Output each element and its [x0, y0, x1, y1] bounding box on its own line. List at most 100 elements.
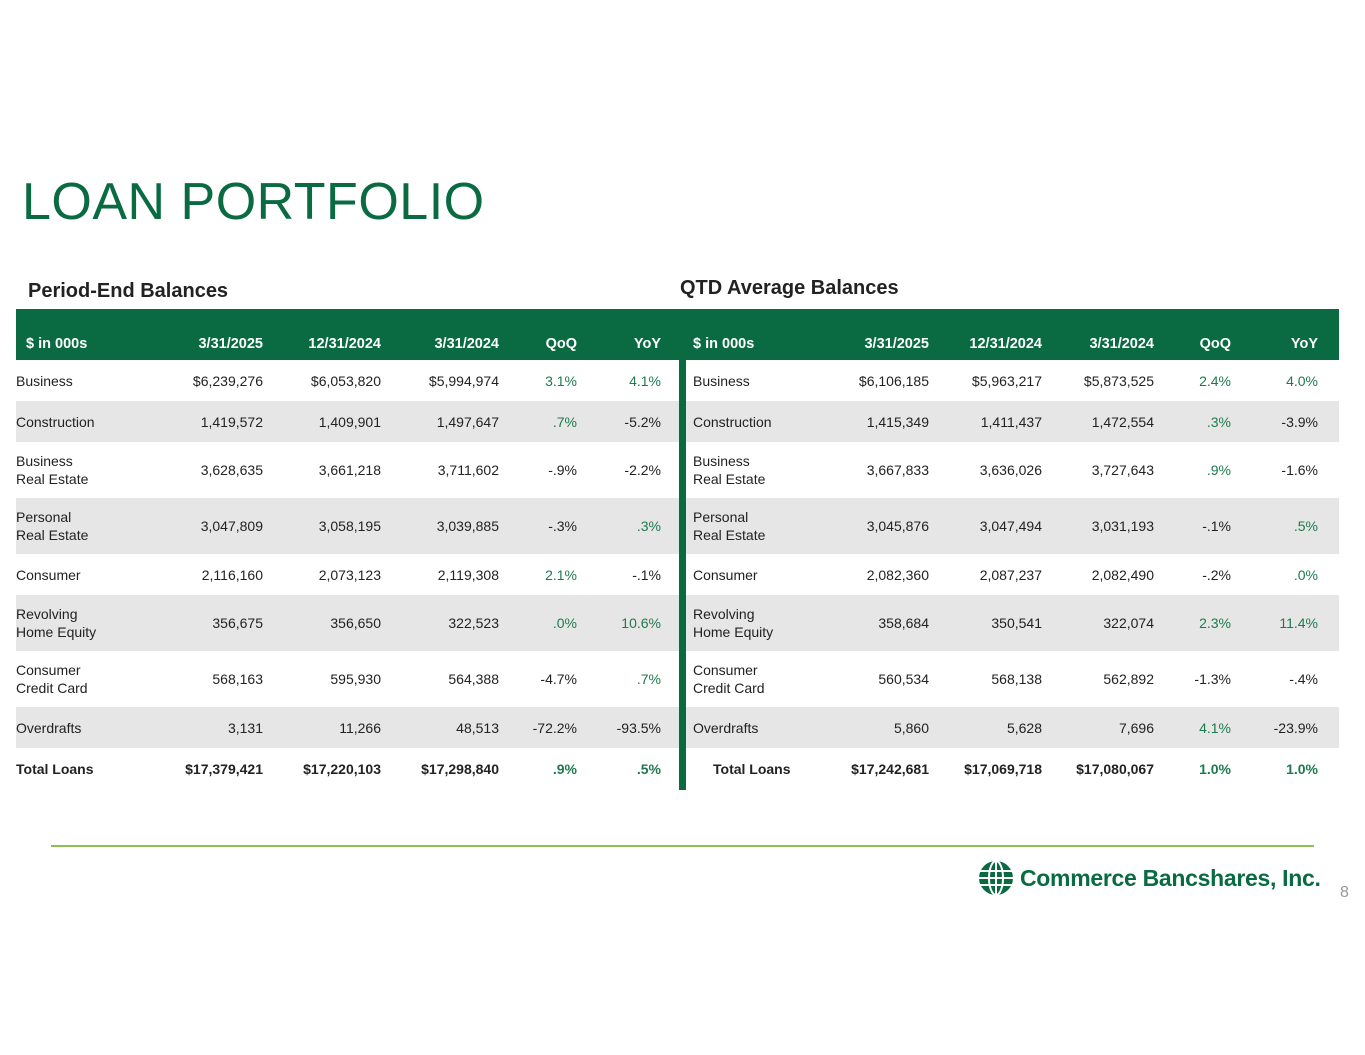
cell-yoy: 11.4% — [1231, 595, 1339, 651]
row-label: Construction — [16, 401, 161, 442]
company-logo: Commerce Bancshares, Inc. — [978, 860, 1321, 896]
period-end-balances-table: $ in 000s 3/31/2025 12/31/2024 3/31/2024… — [16, 327, 679, 789]
table-row: Personal Real Estate 3,047,809 3,058,195 3,0… — [16, 498, 679, 554]
table-header-row: $ in 000s 3/31/2025 12/31/2024 3/31/2024… — [686, 327, 1339, 360]
cell-v2: 350,541 — [929, 595, 1042, 651]
cell-yoy: .7% — [636, 671, 661, 687]
row-label-line: Consumer — [16, 662, 81, 678]
table-row: Business $6,106,185 $5,963,217 $5,873,525 2.… — [686, 360, 1339, 401]
cell-v3: 3,727,643 — [1091, 462, 1154, 478]
row-label-line: Consumer — [693, 662, 758, 678]
cell-yoy: -23.9% — [1231, 707, 1339, 748]
row-label-line: Revolving — [693, 606, 755, 622]
column-header: 12/31/2024 — [969, 335, 1042, 352]
cell-v1: 3,047,809 — [161, 498, 263, 554]
table-row: Overdrafts 5,860 5,628 7,696 4.1% -23.9% — [686, 707, 1339, 748]
row-label-line: Real Estate — [693, 527, 766, 543]
total-label: Total Loans — [16, 760, 94, 777]
cell-v3: 564,388 — [448, 671, 499, 687]
row-label-line: Consumer — [16, 566, 81, 583]
table-row: Revolving Home Equity 356,675 356,650 322,52… — [16, 595, 679, 651]
row-label-line: Construction — [16, 413, 95, 430]
total-qoq: 1.0% — [1199, 760, 1231, 777]
cell-v1: $6,106,185 — [858, 372, 929, 389]
cell-qoq: -.2% — [1202, 566, 1231, 583]
total-v3: $17,080,067 — [1076, 760, 1154, 777]
cell-qoq: .7% — [499, 401, 577, 442]
total-row: Total Loans $17,242,681 $17,069,718 $17,080… — [686, 748, 1339, 789]
cell-v1: 3,131 — [161, 707, 263, 748]
row-label-line: Business — [693, 372, 750, 389]
cell-qoq: 2.4% — [1199, 372, 1231, 389]
cell-v1: 2,082,360 — [866, 566, 929, 583]
cell-v1: 560,534 — [878, 671, 929, 687]
cell-qoq: -72.2% — [499, 707, 577, 748]
cell-v1: 568,163 — [212, 671, 263, 687]
page-title: LOAN PORTFOLIO — [22, 173, 485, 231]
row-label: Revolving Home Equity — [686, 595, 821, 651]
row-label: Personal Real Estate — [686, 498, 821, 554]
table-row: Construction 1,415,349 1,411,437 1,472,554.… — [686, 401, 1339, 442]
row-label: Revolving Home Equity — [16, 595, 161, 651]
table-row: Construction 1,419,572 1,409,901 1,497,647.… — [16, 401, 679, 442]
cell-v2: 356,650 — [263, 595, 381, 651]
cell-v2: $5,963,217 — [971, 372, 1042, 389]
cell-v2: 3,047,494 — [929, 498, 1042, 554]
column-header: $ in 000s — [693, 335, 755, 352]
cell-yoy: 4.0% — [1286, 372, 1318, 389]
cell-yoy: -5.2% — [577, 401, 679, 442]
cell-yoy: .5% — [1231, 498, 1339, 554]
cell-v2: 11,266 — [263, 707, 381, 748]
column-header: 3/31/2025 — [198, 335, 263, 352]
cell-v3: 2,082,490 — [1091, 566, 1154, 583]
cell-qoq: 2.3% — [1154, 595, 1231, 651]
total-v1: $17,379,421 — [185, 760, 263, 777]
row-label: Personal Real Estate — [16, 498, 161, 554]
row-label-line: Overdrafts — [16, 719, 82, 736]
cell-v2: 595,930 — [330, 671, 381, 687]
row-label-line: Overdrafts — [693, 719, 759, 736]
column-header: 3/31/2025 — [864, 335, 929, 352]
table-row: Consumer Credit Card 568,163 595,930 564,388… — [16, 651, 679, 707]
column-header: QoQ — [1199, 335, 1231, 352]
cell-v2: 2,073,123 — [318, 566, 381, 583]
cell-yoy: -1.6% — [1281, 462, 1318, 478]
cell-yoy: -93.5% — [577, 707, 679, 748]
cell-qoq: -4.7% — [540, 671, 577, 687]
table-header-band — [16, 309, 1339, 360]
cell-v3: 1,472,554 — [1042, 401, 1154, 442]
column-header: 3/31/2024 — [1089, 335, 1154, 352]
cell-v1: 3,628,635 — [200, 462, 263, 478]
cell-v2: 3,058,195 — [263, 498, 381, 554]
table-row: Consumer 2,082,360 2,087,237 2,082,490 -.2%.… — [686, 554, 1339, 595]
cell-v3: 7,696 — [1042, 707, 1154, 748]
cell-yoy: 4.1% — [629, 372, 661, 389]
cell-v2: 3,636,026 — [979, 462, 1042, 478]
page-number: 8 — [1340, 884, 1349, 901]
cell-v3: 3,031,193 — [1042, 498, 1154, 554]
row-label-line: Business — [16, 372, 73, 389]
cell-v2: 1,411,437 — [929, 401, 1042, 442]
cell-qoq: 4.1% — [1154, 707, 1231, 748]
cell-v1: 1,415,349 — [821, 401, 929, 442]
column-header: YoY — [633, 335, 661, 352]
row-label-line: Real Estate — [16, 527, 89, 543]
row-label-line: Personal — [693, 509, 749, 525]
total-v2: $17,069,718 — [964, 760, 1042, 777]
cell-yoy: -2.2% — [624, 462, 661, 478]
cell-v3: 322,074 — [1042, 595, 1154, 651]
table-row: Business Real Estate 3,628,635 3,661,218 3,7… — [16, 442, 679, 498]
row-label: Consumer Credit Card — [16, 651, 161, 707]
globe-icon — [979, 860, 1013, 896]
row-label-line: Consumer — [693, 566, 758, 583]
cell-v3: $5,873,525 — [1083, 372, 1154, 389]
column-header: QoQ — [545, 335, 577, 352]
cell-v3: 48,513 — [381, 707, 499, 748]
cell-v1: 356,675 — [161, 595, 263, 651]
cell-v1: 3,667,833 — [866, 462, 929, 478]
cell-yoy: .0% — [1293, 566, 1318, 583]
cell-v2: 3,661,218 — [318, 462, 381, 478]
cell-qoq: -.3% — [499, 498, 577, 554]
cell-v3: 2,119,308 — [437, 566, 499, 583]
cell-yoy: -.1% — [632, 566, 661, 583]
